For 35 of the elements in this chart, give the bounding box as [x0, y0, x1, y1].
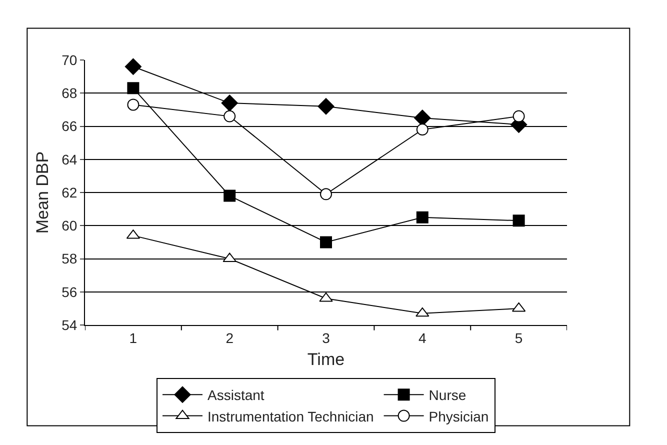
y-tick-label: 60	[62, 218, 78, 234]
point	[320, 236, 332, 248]
y-tick-label: 64	[62, 151, 78, 168]
point	[320, 188, 332, 200]
legend-label: Physician	[428, 408, 489, 424]
point	[512, 214, 525, 227]
point	[224, 190, 236, 202]
point	[127, 98, 140, 111]
y-tick-label: 54	[62, 316, 78, 333]
y-tick-label: 66	[62, 118, 78, 134]
legend-label: Nurse	[428, 387, 466, 404]
x-axis-title: Time	[307, 350, 345, 370]
y-tick-label: 58	[62, 250, 78, 267]
point	[414, 110, 431, 126]
x-tick-label: 4	[418, 330, 426, 346]
point	[124, 58, 142, 75]
point	[127, 82, 140, 94]
y-tick-label: 68	[62, 85, 78, 102]
legend-label: Instrumentation Technician	[208, 408, 374, 424]
point	[224, 110, 236, 122]
x-tick-label: 1	[129, 330, 138, 346]
x-tick-label: 3	[322, 330, 330, 346]
x-tick-label: 5	[514, 330, 523, 346]
point	[221, 94, 238, 112]
y-axis-title: Mean DBP	[33, 151, 52, 234]
point	[318, 98, 334, 115]
point	[416, 307, 430, 317]
point	[416, 211, 428, 224]
point	[512, 110, 525, 122]
x-tick-label: 2	[226, 330, 234, 346]
y-tick-label: 62	[62, 184, 78, 200]
y-tick-label: 70	[62, 52, 78, 68]
legend-label: Assistant	[208, 387, 264, 404]
y-tick-label: 56	[62, 284, 78, 300]
point	[416, 124, 428, 136]
